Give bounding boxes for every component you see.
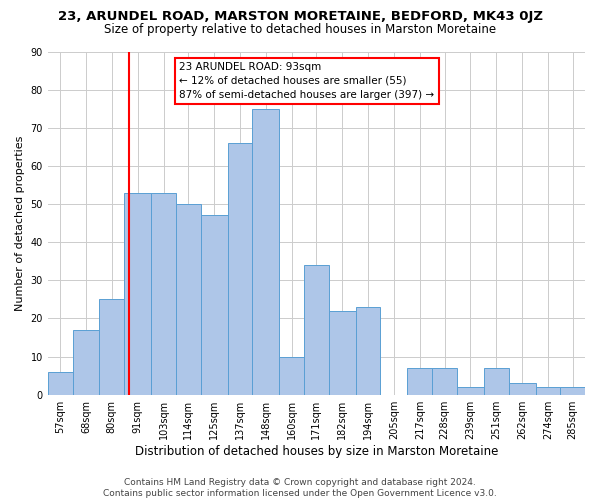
Bar — [560, 387, 585, 394]
Bar — [227, 143, 253, 395]
Bar — [536, 387, 560, 394]
Text: 23, ARUNDEL ROAD, MARSTON MORETAINE, BEDFORD, MK43 0JZ: 23, ARUNDEL ROAD, MARSTON MORETAINE, BED… — [58, 10, 542, 23]
X-axis label: Distribution of detached houses by size in Marston Moretaine: Distribution of detached houses by size … — [135, 444, 498, 458]
Bar — [407, 368, 432, 394]
Text: Contains HM Land Registry data © Crown copyright and database right 2024.
Contai: Contains HM Land Registry data © Crown c… — [103, 478, 497, 498]
Bar — [457, 387, 484, 394]
Bar — [329, 311, 356, 394]
Bar — [356, 307, 380, 394]
Bar — [484, 368, 509, 394]
Text: 23 ARUNDEL ROAD: 93sqm
← 12% of detached houses are smaller (55)
87% of semi-det: 23 ARUNDEL ROAD: 93sqm ← 12% of detached… — [179, 62, 434, 100]
Bar — [151, 192, 176, 394]
Bar — [48, 372, 73, 394]
Bar — [176, 204, 200, 394]
Bar — [432, 368, 457, 394]
Bar — [509, 384, 536, 394]
Bar — [100, 300, 124, 394]
Bar — [200, 216, 227, 394]
Bar — [253, 108, 280, 395]
Bar — [280, 356, 304, 395]
Bar — [73, 330, 100, 394]
Bar — [304, 265, 329, 394]
Text: Size of property relative to detached houses in Marston Moretaine: Size of property relative to detached ho… — [104, 22, 496, 36]
Bar — [124, 192, 151, 394]
Y-axis label: Number of detached properties: Number of detached properties — [15, 136, 25, 311]
